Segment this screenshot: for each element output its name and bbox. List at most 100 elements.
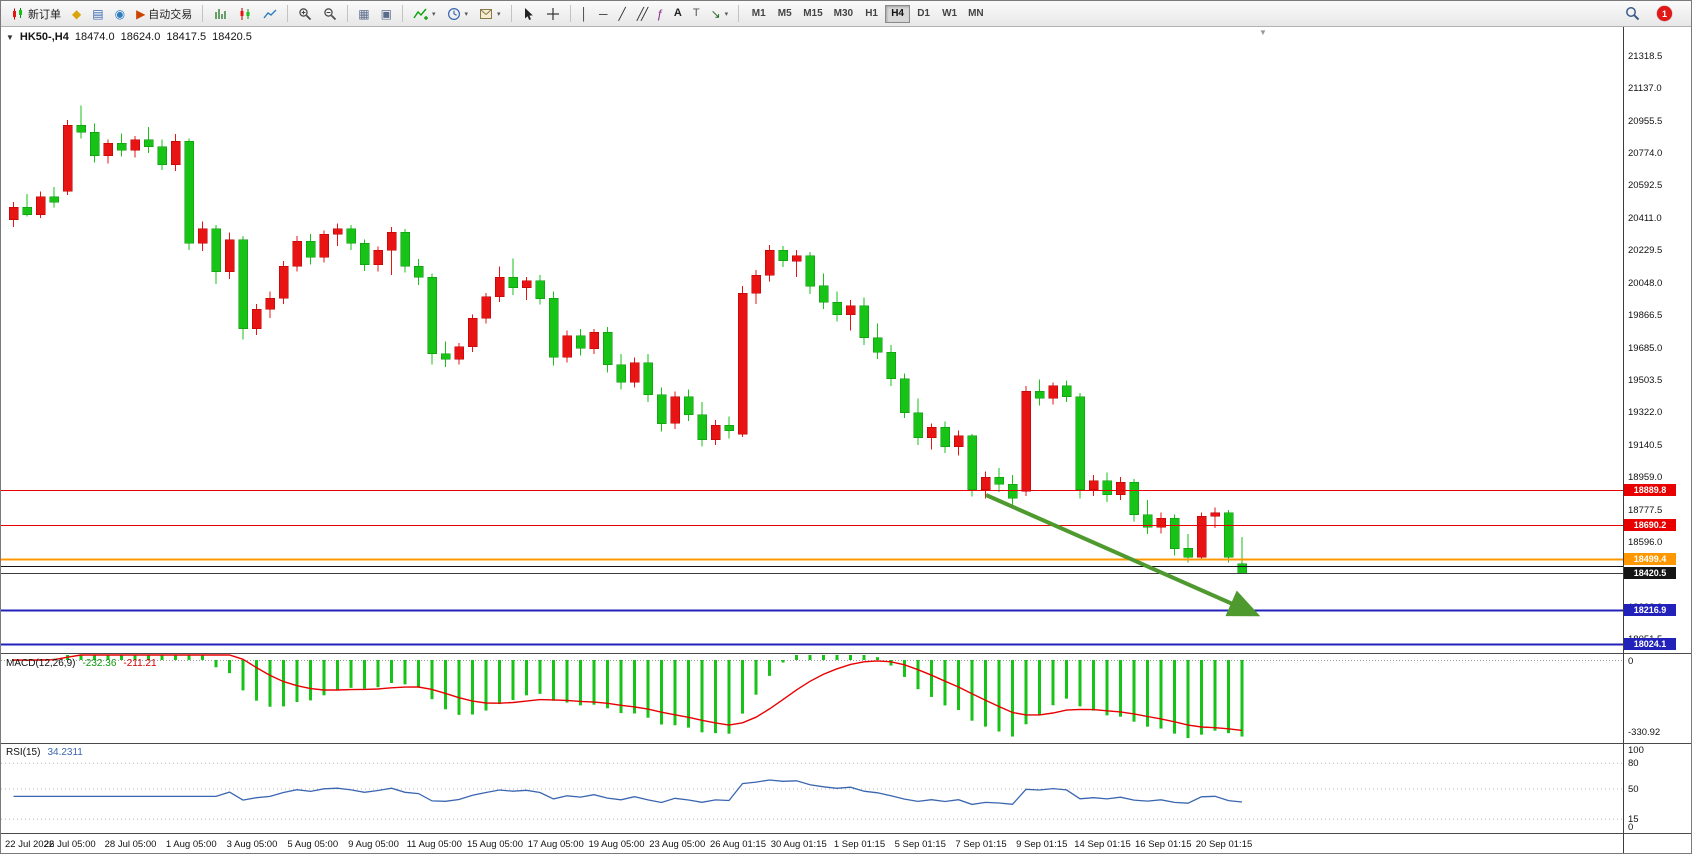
toolbar-separator — [510, 5, 512, 22]
panel-splitter[interactable] — [1, 653, 1691, 654]
crosshair-button[interactable] — [541, 3, 565, 24]
zoom-in-button[interactable] — [293, 3, 317, 24]
price-axis[interactable]: 21318.5 21137.0 20955.5 20774.0 20592.5 20411… — [1623, 27, 1691, 853]
time-axis-label: 23 Aug 05:00 — [649, 839, 706, 850]
cursor-button[interactable] — [517, 3, 540, 24]
navigator-button[interactable]: ◉ — [110, 3, 130, 24]
price-axis-label: 21137.0 — [1628, 83, 1662, 94]
timeframe-button-m30[interactable]: M30 — [829, 5, 858, 23]
price-axis-label: 20229.5 — [1628, 245, 1663, 256]
macd-signal-value: -211.21 — [123, 658, 157, 669]
horizontal-line-icon: ─ — [599, 6, 608, 21]
main-toolbar: 新订单 ◆ ▤ ◉ ▶ 自动交易 ▦ ▣ ▾ — [1, 1, 1691, 27]
zoom-out-button[interactable] — [318, 3, 342, 24]
toolbar-separator — [569, 5, 571, 22]
time-axis-label: 26 Jul 05:00 — [43, 839, 96, 850]
price-axis-label: 19140.5 — [1628, 440, 1663, 451]
bar-chart-icon — [215, 8, 226, 19]
panel-splitter[interactable] — [1, 833, 1691, 834]
timeframe-button-w1[interactable]: W1 — [937, 5, 962, 23]
price-axis-label: 20411.0 — [1628, 213, 1662, 224]
channel-button[interactable]: ╱╱ — [632, 3, 650, 24]
price-tag[interactable]: 18024.1 — [1624, 638, 1676, 650]
bar-chart-button[interactable] — [208, 3, 232, 24]
search-button[interactable] — [1620, 3, 1645, 24]
timeframe-button-h4[interactable]: H4 — [885, 4, 911, 23]
time-axis-label: 1 Aug 05:00 — [165, 839, 217, 850]
chart-shift-marker[interactable]: ▼ — [1259, 28, 1267, 37]
price-axis-label: 20774.0 — [1628, 148, 1663, 159]
template-icon — [480, 8, 493, 19]
line-chart-icon — [263, 9, 277, 18]
auto-trading-label: 自动交易 — [148, 8, 193, 21]
chevron-down-icon: ▾ — [724, 10, 729, 18]
timeframe-button-m5[interactable]: M5 — [772, 5, 797, 23]
candlestick-chart[interactable] — [1, 27, 1623, 854]
time-axis-label: 9 Sep 01:15 — [1016, 839, 1068, 850]
price-tag[interactable]: 18889.8 — [1624, 484, 1676, 496]
candlestick-chart-button[interactable] — [233, 3, 257, 24]
new-order-button[interactable]: 新订单 — [6, 3, 66, 24]
notification-badge[interactable]: 1 — [1657, 6, 1672, 21]
indicator-axis-label: 0 — [1628, 656, 1634, 667]
chevron-down-icon: ▾ — [497, 10, 501, 18]
fibonacci-icon: ƒ — [656, 6, 663, 21]
price-axis-label: 19685.0 — [1628, 343, 1663, 354]
indicator-axis-label: 15 — [1628, 814, 1639, 825]
timeframe-button-m15[interactable]: M15 — [798, 5, 827, 23]
time-axis-label: 22 Jul 2022 — [5, 839, 55, 850]
time-axis-label: 1 Sep 01:15 — [833, 839, 886, 850]
templates-button[interactable]: ▾ — [474, 3, 506, 24]
auto-trading-button[interactable]: ▶ 自动交易 — [131, 3, 197, 24]
trendline-button[interactable]: ╱ — [614, 3, 631, 24]
trend-arrow[interactable] — [985, 493, 1261, 617]
fibonacci-button[interactable]: ƒ — [651, 3, 668, 24]
price-tag[interactable]: 18690.2 — [1624, 519, 1676, 531]
periods-button[interactable]: ▾ — [442, 3, 474, 24]
indicators-button[interactable]: ▾ — [408, 3, 441, 24]
price-axis-label: 18959.0 — [1628, 472, 1663, 483]
time-axis-label: 15 Aug 05:00 — [467, 839, 523, 850]
horizontal-line-button[interactable]: ─ — [594, 3, 613, 24]
time-axis-label: 3 Aug 05:00 — [226, 839, 278, 850]
collapse-icon[interactable]: ▼ — [6, 32, 14, 42]
timeframe-button-h1[interactable]: H1 — [859, 5, 884, 23]
indicator-axis-label: 50 — [1628, 784, 1639, 795]
time-axis-label: 30 Aug 01:15 — [770, 839, 827, 850]
panel-splitter[interactable] — [1, 743, 1691, 744]
timeframe-button-d1[interactable]: D1 — [911, 5, 936, 23]
toolbar-right: 1 — [1620, 3, 1686, 24]
trendline-icon: ╱ — [618, 6, 626, 21]
price-tag[interactable]: 18420.5 — [1624, 567, 1676, 579]
price-axis-label: 18596.0 — [1628, 537, 1663, 548]
line-chart-button[interactable] — [258, 3, 282, 24]
price-tag[interactable]: 18499.4 — [1624, 553, 1676, 565]
arrow-tools-button[interactable]: ↘ ▾ — [706, 3, 734, 24]
time-axis-label: 5 Aug 05:00 — [287, 839, 339, 850]
toolbar-separator — [347, 5, 349, 22]
text-icon: A — [673, 7, 682, 19]
candlestick-chart-icon — [240, 7, 250, 20]
data-window-button[interactable]: ▤ — [87, 3, 108, 24]
timeframe-button-mn[interactable]: MN — [963, 5, 989, 23]
timeframe-button-m1[interactable]: M1 — [746, 5, 771, 23]
time-axis-label: 28 Jul 05:00 — [104, 839, 157, 850]
ohlc-high: 18624.0 — [120, 31, 161, 43]
cursor-icon — [524, 7, 533, 20]
text-button[interactable]: A — [669, 3, 687, 24]
text-label-button[interactable]: T — [688, 3, 705, 24]
time-axis[interactable]: 22 Jul 2022 26 Jul 05:00 28 Jul 05:00 1 Aug… — [1, 834, 1623, 853]
vertical-line-button[interactable]: │ — [576, 3, 594, 24]
search-icon — [1626, 7, 1640, 21]
tile-windows-button[interactable]: ▦ — [353, 3, 374, 24]
vertical-line-icon: │ — [580, 6, 589, 21]
price-axis-label: 20048.0 — [1628, 278, 1663, 289]
equidistant-channel-icon: ╱╱ — [636, 6, 649, 21]
cascade-windows-button[interactable]: ▣ — [376, 3, 397, 24]
macd-value: -232.36 — [82, 658, 117, 669]
market-watch-button[interactable]: ◆ — [67, 3, 86, 24]
price-tag[interactable]: 18216.9 — [1624, 604, 1676, 616]
cascade-windows-icon: ▣ — [380, 6, 392, 21]
navigator-icon: ◉ — [114, 6, 126, 21]
indicators-icon — [413, 8, 428, 20]
